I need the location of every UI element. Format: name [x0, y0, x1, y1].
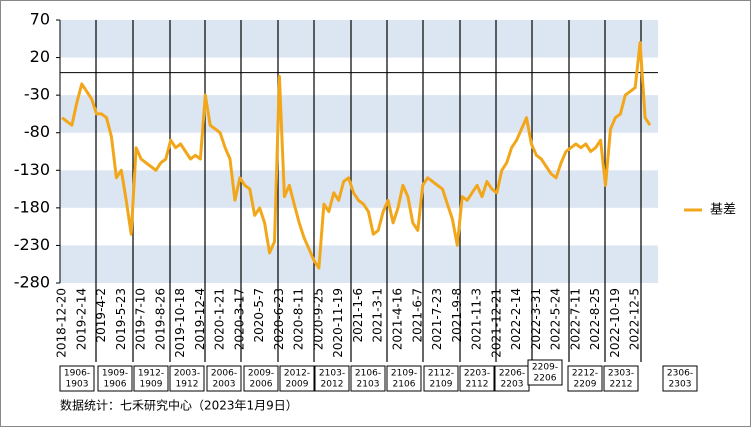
- x-tick-label: 2020-11-19: [331, 288, 345, 358]
- x-tick-label: 2022-3-31: [529, 288, 543, 350]
- contract-label: 2009: [286, 380, 309, 390]
- x-tick-label: 2019-8-26: [153, 288, 167, 350]
- x-tick-label: 2019-4-2: [94, 288, 108, 342]
- contract-label: 2006: [250, 380, 273, 390]
- x-tick-label: 2020-5-7: [252, 288, 266, 342]
- contract-box: [243, 365, 279, 392]
- contract-label: 2109: [430, 380, 453, 390]
- x-tick-label: 2021-7-23: [430, 288, 444, 350]
- x-tick-label: 2021-4-16: [391, 288, 405, 350]
- contract-label: 1912-: [138, 369, 164, 379]
- contract-label: 2203: [501, 380, 524, 390]
- x-tick-label: 2019-10-18: [173, 288, 187, 358]
- x-tick-label: 2020-6-23: [272, 288, 286, 350]
- contract-label: 2303-: [608, 369, 634, 379]
- contract-box: [386, 365, 422, 392]
- x-tick-label: 2020-8-11: [292, 288, 306, 350]
- contract-label: 2106: [393, 380, 416, 390]
- x-tick-label: 2022-5-24: [549, 288, 563, 350]
- contract-label: 2003-: [174, 369, 200, 379]
- contract-box: [494, 365, 530, 392]
- contract-label: 1909-: [102, 369, 128, 379]
- y-tick-label: 20: [30, 47, 50, 66]
- contract-box: [133, 365, 169, 392]
- x-tick-label: 2022-8-25: [588, 288, 602, 350]
- contract-box: [350, 365, 386, 392]
- band: [60, 20, 658, 58]
- contract-label: 2012: [321, 380, 344, 390]
- contract-label: 1912: [176, 380, 199, 390]
- band: [60, 245, 658, 283]
- x-tick-label: 2022-10-19: [608, 288, 622, 358]
- contract-label: 2209: [574, 380, 597, 390]
- x-tick-label: 2019-12-4: [193, 288, 207, 350]
- contract-box: [603, 365, 639, 392]
- contract-label: 2209-: [532, 363, 558, 373]
- x-tick-label: 2020-3-17: [232, 288, 246, 350]
- y-tick-label: -180: [14, 197, 50, 216]
- data-line: [61, 41, 652, 270]
- contract-box: [662, 365, 698, 392]
- x-tick-label: 2020-1-21: [213, 288, 227, 350]
- contract-label: 2109-: [391, 369, 417, 379]
- contract-label: 2203-: [464, 369, 490, 379]
- contract-label: 2206: [534, 374, 557, 384]
- x-tick-label: 2019-2-14: [74, 288, 88, 350]
- y-tick-label: -230: [14, 235, 50, 254]
- x-tick-label: 2021-3-1: [371, 288, 385, 342]
- contract-box: [59, 365, 95, 392]
- contract-label: 2306-: [667, 369, 693, 379]
- contract-label: 2103: [357, 380, 380, 390]
- x-tick-label: 2020-9-25: [311, 288, 325, 350]
- x-tick-label: 2021-6-7: [410, 288, 424, 342]
- contract-label: 2009-: [248, 369, 274, 379]
- contract-label: 2206-: [499, 369, 525, 379]
- contract-label: 2103-: [319, 369, 345, 379]
- contract-label: 1903: [66, 380, 89, 390]
- x-tick-label: 2019-7-10: [134, 288, 148, 350]
- contract-label: 2106-: [355, 369, 381, 379]
- contract-label: 2012-: [284, 369, 310, 379]
- x-tick-label: 2021-12-21: [489, 288, 503, 358]
- contract-box: [459, 365, 495, 392]
- contract-label: 2003: [213, 380, 236, 390]
- contract-label: 1906-: [64, 369, 90, 379]
- contract-box: [567, 365, 603, 392]
- x-tick-label: 2022-7-11: [568, 288, 582, 350]
- x-tick-label: 2022-2-14: [509, 288, 523, 350]
- contract-box: [314, 365, 350, 392]
- contract-label: 1906: [104, 380, 127, 390]
- x-tick-label: 2018-12-20: [55, 288, 69, 358]
- y-tick-label: 70: [30, 10, 50, 29]
- x-tick-label: 2022-12-5: [628, 288, 642, 350]
- source-note: 数据统计：七禾研究中心（2023年1月9日）: [60, 398, 298, 413]
- y-tick-label: -130: [14, 160, 50, 179]
- contract-label: 2303: [669, 380, 692, 390]
- y-tick-label: -80: [24, 122, 50, 141]
- x-tick-label: 2021-9-8: [450, 288, 464, 342]
- contract-box: [527, 359, 563, 386]
- contract-label: 2006-: [211, 369, 237, 379]
- contract-label: 2112: [466, 380, 489, 390]
- contract-label: 2112-: [428, 369, 454, 379]
- contract-box: [423, 365, 459, 392]
- contract-box: [206, 365, 242, 392]
- band: [60, 95, 658, 133]
- legend-label: 基差: [710, 203, 736, 218]
- contract-box: [97, 365, 133, 392]
- y-tick-label: -30: [24, 85, 50, 104]
- x-tick-label: 2021-1-6: [351, 288, 365, 342]
- contract-box: [279, 365, 315, 392]
- y-tick-label: -280: [14, 273, 50, 292]
- contract-box: [169, 365, 205, 392]
- contract-label: 2212: [610, 380, 633, 390]
- contract-label: 1909: [140, 380, 163, 390]
- contract-label: 2212-: [572, 369, 598, 379]
- x-tick-label: 2021-11-3: [470, 288, 484, 350]
- x-tick-label: 2019-5-23: [114, 288, 128, 350]
